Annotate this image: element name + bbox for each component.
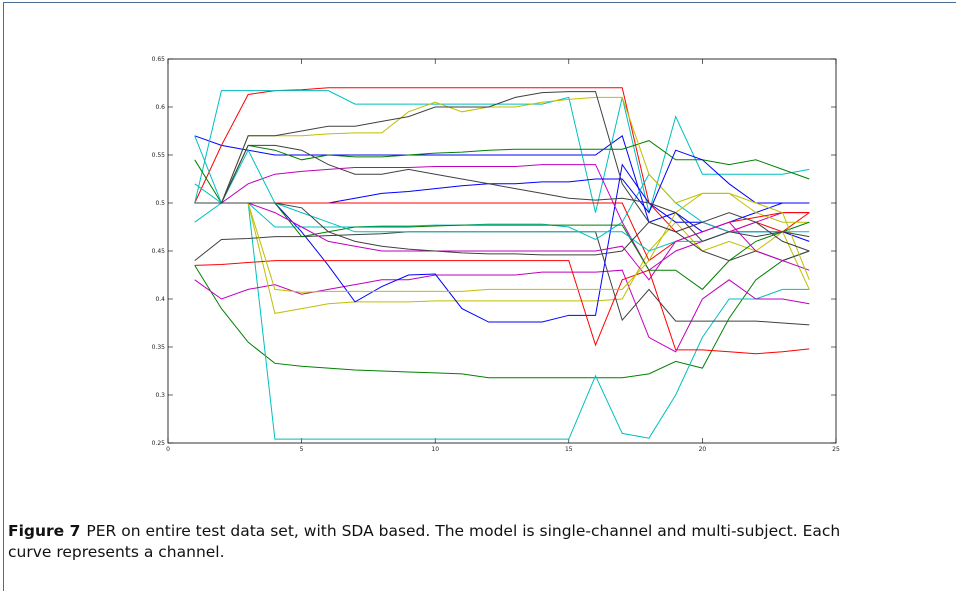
series-line <box>194 202 810 314</box>
series-line <box>194 202 810 256</box>
caption-label: Figure 7 <box>8 522 81 540</box>
series-line <box>194 173 810 241</box>
y-tick-label: 0.6 <box>155 104 165 111</box>
series-line <box>194 192 810 293</box>
x-tick-label: 15 <box>565 446 573 453</box>
caption-text: PER on entire test data set, with SDA ba… <box>8 522 841 561</box>
series-line <box>194 269 810 353</box>
series-line <box>194 260 810 355</box>
series-line <box>194 90 810 213</box>
x-tick-label: 10 <box>431 446 439 453</box>
y-tick-label: 0.3 <box>155 392 165 399</box>
series-line <box>194 144 810 242</box>
x-tick-label: 0 <box>166 446 170 453</box>
y-tick-label: 0.35 <box>152 344 166 351</box>
chart: 0.25 0.3 0.35 0.4 0.45 0.5 0.55 0.6 0.65 0 5 10 15 20… <box>152 56 840 453</box>
caption: Figure 7 PER on entire test data set, wit… <box>8 521 888 563</box>
series-line <box>194 202 810 281</box>
y-tick-label: 0.5 <box>155 200 165 207</box>
y-tick-label: 0.65 <box>152 56 166 63</box>
series-line <box>194 140 810 205</box>
x-tick-label: 25 <box>832 446 840 453</box>
series-line <box>194 202 810 291</box>
series-line <box>194 250 810 379</box>
series-line <box>194 91 810 262</box>
figure-frame <box>3 2 956 591</box>
y-tick-label: 0.4 <box>155 296 165 303</box>
x-tick-label: 20 <box>699 446 707 453</box>
series-line <box>194 183 810 440</box>
y-tick-label: 0.55 <box>152 152 166 159</box>
x-tick-label: 5 <box>300 446 304 453</box>
y-tick-label: 0.25 <box>152 440 166 447</box>
y-tick-label: 0.45 <box>152 248 166 255</box>
